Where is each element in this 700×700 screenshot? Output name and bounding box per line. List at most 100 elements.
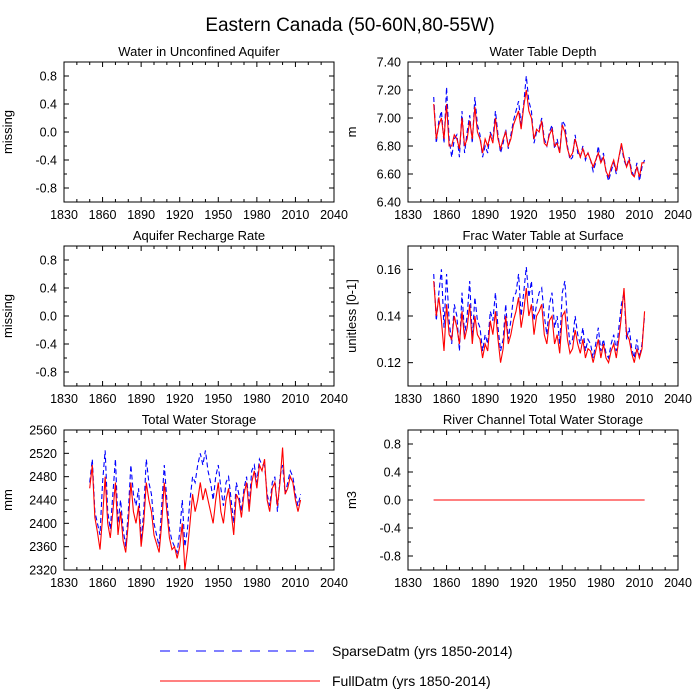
- x-tick-label: 1890: [471, 392, 499, 406]
- y-tick-label: -0.4: [35, 154, 57, 168]
- figure-title: Eastern Canada (50-60N,80-55W): [205, 15, 494, 36]
- y-tick-label: 0.14: [377, 310, 401, 324]
- x-tick-label: 2010: [626, 208, 654, 222]
- plot-frame: [407, 61, 679, 203]
- x-tick-label: 1890: [127, 208, 155, 222]
- panel-recharge-rate: Aquifer Recharge Rate missing 1830 1860 1890…: [0, 228, 348, 406]
- y-tick-label: 7.20: [377, 84, 401, 98]
- y-tick-label: 2360: [29, 540, 57, 554]
- x-tick-label: 1830: [50, 208, 78, 222]
- x-tick-label: 1920: [510, 576, 538, 590]
- y-axis-label: unitless [0-1]: [344, 279, 359, 353]
- x-tick-label: 1830: [394, 392, 422, 406]
- series-line-fulldatm: [89, 447, 302, 571]
- x-tick-label: 2040: [664, 208, 692, 222]
- panel-title: Water Table Depth: [490, 44, 597, 59]
- panels: Water in Unconfined Aquifer missing 1830 18…: [0, 44, 692, 590]
- x-tick-label: 1830: [394, 576, 422, 590]
- x-tick-label: 2010: [626, 392, 654, 406]
- panel-title: River Channel Total Water Storage: [443, 412, 643, 427]
- x-tick-label: 1950: [204, 208, 232, 222]
- y-tick-label: 2480: [29, 470, 57, 484]
- y-tick-label: -0.8: [35, 366, 57, 380]
- y-tick-label: -0.4: [35, 338, 57, 352]
- x-tick-label: 1950: [204, 576, 232, 590]
- y-tick-label: 0.0: [384, 494, 401, 508]
- y-tick-label: 2560: [29, 424, 57, 438]
- y-tick-label: 0.8: [384, 438, 401, 452]
- x-tick-label: 1950: [548, 576, 576, 590]
- x-tick-label: 1980: [243, 392, 271, 406]
- y-axis-label: missing: [0, 110, 15, 154]
- y-tick-label: 6.80: [377, 140, 401, 154]
- x-tick-label: 1860: [433, 208, 461, 222]
- panel-total-water-storage: Total Water Storage mm 1830 1860 1890 1920 195…: [0, 412, 348, 590]
- x-tick-label: 2040: [664, 576, 692, 590]
- y-tick-label: 0.0: [40, 310, 57, 324]
- panel-frac-water-table: Frac Water Table at Surface unitless [0-1…: [344, 228, 692, 406]
- x-tick-label: 1980: [587, 208, 615, 222]
- legend: SparseDatm (yrs 1850-2014) FullDatm (yrs…: [160, 643, 513, 689]
- y-tick-label: 0.4: [40, 282, 57, 296]
- y-tick-label: -0.4: [379, 522, 401, 536]
- panel-river-storage: River Channel Total Water Storage m3 1830 1…: [344, 412, 692, 590]
- x-tick-label: 1980: [243, 576, 271, 590]
- x-tick-label: 1980: [587, 576, 615, 590]
- x-tick-label: 1860: [89, 392, 117, 406]
- panel-title: Aquifer Recharge Rate: [133, 228, 265, 243]
- panel-title: Water in Unconfined Aquifer: [118, 44, 280, 59]
- series-line-sparsedatm: [433, 75, 646, 184]
- x-tick-label: 1860: [433, 576, 461, 590]
- x-tick-label: 1920: [510, 208, 538, 222]
- plot-frame: [407, 245, 679, 387]
- legend-full-label: FullDatm (yrs 1850-2014): [332, 673, 491, 689]
- x-tick-label: 1890: [127, 392, 155, 406]
- x-tick-label: 1860: [89, 208, 117, 222]
- x-tick-label: 1950: [548, 392, 576, 406]
- x-tick-label: 1860: [89, 576, 117, 590]
- x-tick-label: 2010: [282, 208, 310, 222]
- x-tick-label: 2040: [320, 576, 348, 590]
- x-tick-label: 1920: [166, 208, 194, 222]
- y-tick-label: 2400: [29, 517, 57, 531]
- x-tick-label: 1890: [471, 208, 499, 222]
- y-tick-label: 6.60: [377, 168, 401, 182]
- x-tick-label: 2040: [320, 208, 348, 222]
- panel-water-table-depth: Water Table Depth m 1830 1860 1890 1920 1950 19…: [344, 44, 692, 222]
- x-tick-label: 2010: [282, 576, 310, 590]
- x-tick-label: 1920: [166, 576, 194, 590]
- y-tick-label: -0.8: [35, 182, 57, 196]
- y-tick-label: 0.4: [40, 98, 57, 112]
- y-tick-label: 6.40: [377, 196, 401, 210]
- y-tick-label: 7.00: [377, 112, 401, 126]
- x-tick-label: 1890: [471, 576, 499, 590]
- series-line-fulldatm: [433, 89, 645, 179]
- x-tick-label: 1830: [50, 576, 78, 590]
- panel-title: Frac Water Table at Surface: [462, 228, 623, 243]
- y-tick-label: 0.4: [384, 466, 401, 480]
- y-axis-label: m3: [344, 491, 359, 509]
- legend-sparse-label: SparseDatm (yrs 1850-2014): [332, 643, 513, 659]
- series-line-fulldatm: [433, 280, 646, 365]
- plot-frame: [63, 429, 335, 571]
- y-tick-label: 2320: [29, 564, 57, 578]
- y-tick-label: 0.16: [377, 263, 401, 277]
- x-tick-label: 2040: [664, 392, 692, 406]
- y-tick-label: 0.12: [377, 356, 401, 370]
- y-axis-label: missing: [0, 294, 15, 338]
- x-tick-label: 1890: [127, 576, 155, 590]
- y-axis-label: m: [344, 127, 359, 138]
- plot-frame: [63, 245, 335, 387]
- y-tick-label: 0.8: [40, 70, 57, 84]
- x-tick-label: 1830: [394, 208, 422, 222]
- x-tick-label: 1920: [166, 392, 194, 406]
- x-tick-label: 2010: [626, 576, 654, 590]
- series-line-sparsedatm: [89, 450, 302, 555]
- x-tick-label: 1950: [204, 392, 232, 406]
- x-tick-label: 2040: [320, 392, 348, 406]
- x-tick-label: 1860: [433, 392, 461, 406]
- y-tick-label: 2520: [29, 447, 57, 461]
- x-tick-label: 1920: [510, 392, 538, 406]
- panel-aquifer-water: Water in Unconfined Aquifer missing 1830 18…: [0, 44, 348, 222]
